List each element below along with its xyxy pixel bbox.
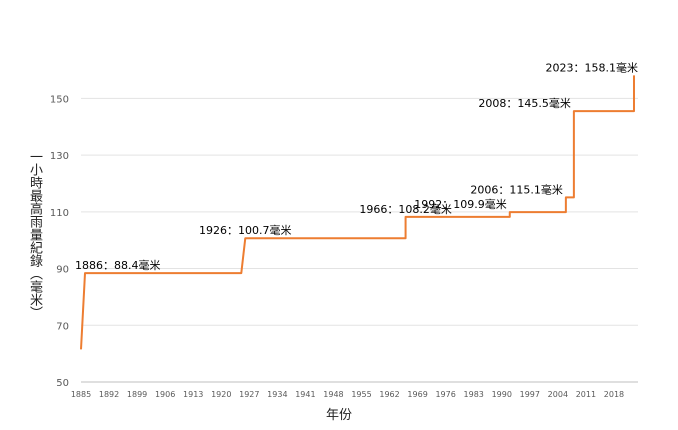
- x-tick-label: 1906: [155, 390, 175, 399]
- y-tick-label: 150: [50, 94, 69, 105]
- y-tick-label: 130: [50, 151, 69, 162]
- x-tick-label: 1962: [379, 390, 399, 399]
- x-tick-label: 1941: [295, 390, 315, 399]
- annotations: 1886：88.4毫米 1926：100.7毫米 1966：108.2毫米1992：…: [75, 60, 638, 272]
- data-label: 1992：109.9毫米: [414, 197, 507, 211]
- x-tick-label: 2011: [576, 390, 596, 399]
- x-tick-label: 1955: [351, 390, 371, 399]
- gridlines: [81, 97, 638, 383]
- x-tick-label: 1899: [127, 390, 147, 399]
- data-label: 1886：88.4毫米: [75, 258, 161, 272]
- data-label: 2008：145.5毫米: [478, 96, 571, 110]
- x-tick-label: 1976: [435, 390, 455, 399]
- x-tick-label: 1997: [520, 390, 540, 399]
- x-tick-label: 1990: [492, 390, 512, 399]
- x-tick-label: 1969: [407, 390, 427, 399]
- data-label: 2023：158.1毫米: [545, 60, 638, 74]
- x-tick-label: 1885: [71, 390, 91, 399]
- x-tick-label: 1948: [323, 390, 343, 399]
- x-tick-label: 2004: [548, 390, 568, 399]
- x-tick-label: 1920: [211, 390, 231, 399]
- data-label: 1966：108.2毫米: [359, 202, 452, 216]
- series-group: [80, 75, 635, 350]
- x-tick-labels: 1885 1892 1899 1906 1913 1920 1927 1934 1941 1948…: [71, 390, 624, 399]
- y-axis-label: 一小時最高雨量紀錄（毫米）: [27, 150, 42, 319]
- x-axis-label: 年份: [325, 408, 352, 423]
- data-label: 1926：100.7毫米: [199, 223, 292, 237]
- x-tick-label: 1913: [183, 390, 203, 399]
- x-tick-label: 1927: [239, 390, 259, 399]
- data-label: 2006：115.1毫米: [470, 182, 563, 196]
- y-tick-label: 110: [50, 208, 69, 219]
- y-tick-label: 90: [56, 265, 69, 276]
- x-tick-label: 1934: [267, 390, 287, 399]
- x-tick-label: 1892: [99, 390, 119, 399]
- y-tick-labels: 50 70 90 110 130 150: [50, 94, 69, 389]
- series-line: [80, 75, 635, 350]
- y-tick-label: 50: [56, 378, 69, 389]
- x-tick-label: 1983: [464, 390, 484, 399]
- x-tick-label: 2018: [604, 390, 624, 399]
- y-tick-label: 70: [56, 321, 69, 332]
